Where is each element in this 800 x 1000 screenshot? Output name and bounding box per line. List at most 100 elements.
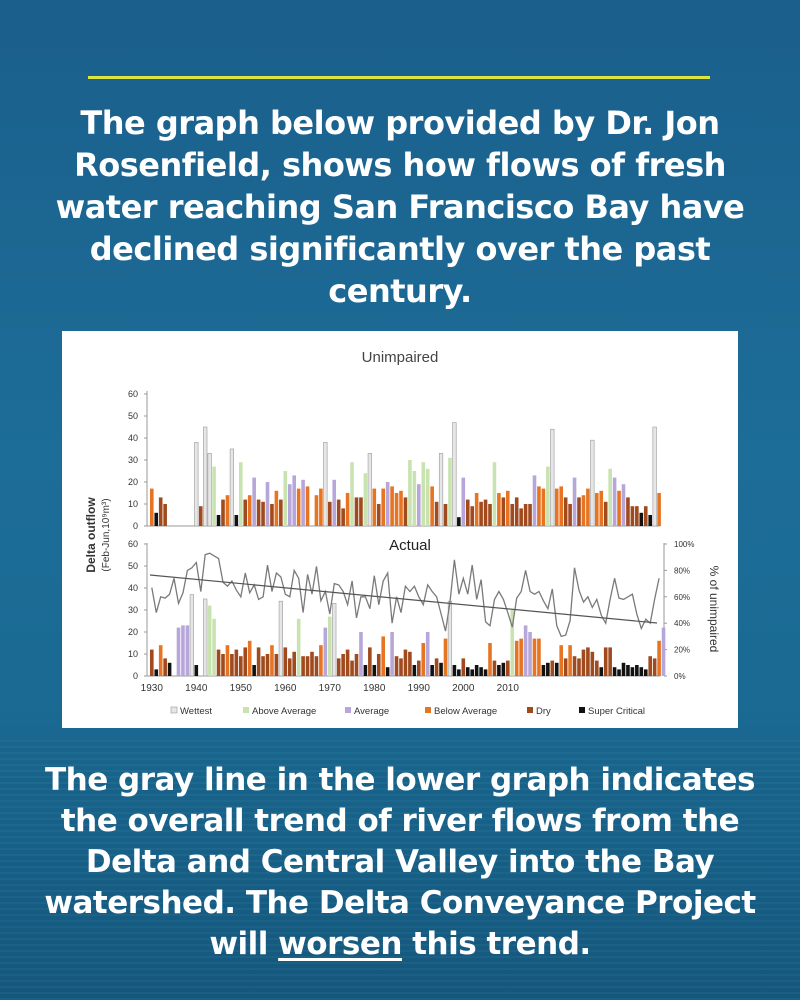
- unimpaired-bar-1974: [345, 493, 350, 526]
- actual-bar-2030: [595, 660, 599, 676]
- unimpaired-panel: Unimpaired 0 10 20 30 40 50 60: [128, 349, 661, 531]
- actual-bar-1970: [328, 616, 332, 676]
- unimpaired-bar-2022: [559, 486, 563, 526]
- secondary-tick-label: 80%: [674, 566, 690, 575]
- unimpaired-bar-1945: [216, 515, 221, 526]
- actual-bar-2040: [639, 667, 644, 676]
- actual-bar-1968: [319, 645, 323, 676]
- unimpaired-bar-2026: [577, 497, 581, 526]
- legend-swatch: [425, 707, 431, 713]
- unimpaired-bar-2001: [465, 499, 470, 526]
- actual-bar-2013: [519, 638, 523, 676]
- unimpaired-bar-1999: [457, 517, 461, 526]
- x-tick-label: 2000: [452, 683, 475, 694]
- secondary-tick-label: 40%: [674, 619, 690, 628]
- actual-bar-1995: [439, 662, 443, 676]
- actual-bar-1952: [247, 640, 252, 676]
- legend-label: Average: [354, 706, 389, 717]
- unimpaired-bar-1967: [314, 495, 319, 526]
- actual-bar-1996: [443, 638, 448, 676]
- unimpaired-bar-2003: [474, 493, 479, 526]
- actual-title: Actual: [389, 537, 431, 554]
- unimpaired-bar-2028: [586, 488, 590, 526]
- unimpaired-bar-1965: [305, 486, 310, 526]
- actual-bar-2006: [488, 643, 492, 676]
- unimpaired-bar-1944: [212, 466, 216, 526]
- unimpaired-bar-2031: [599, 490, 604, 526]
- unimpaired-bar-1986: [399, 490, 403, 526]
- unimpaired-bar-1943: [207, 453, 212, 527]
- actual-bar-1973: [341, 654, 345, 676]
- unimpaired-bar-2005: [483, 499, 488, 526]
- unimpaired-bar-2006: [488, 504, 492, 526]
- unimpaired-bar-1985: [394, 493, 399, 526]
- actual-bar-2002: [470, 669, 474, 676]
- actual-bar-2029: [590, 651, 595, 676]
- unimpaired-bar-2015: [528, 504, 532, 526]
- unimpaired-bar-1948: [229, 448, 235, 527]
- actual-bar-2044: [657, 640, 661, 676]
- actual-bar-1960: [283, 647, 288, 676]
- secondary-tick-label: 100%: [674, 540, 694, 549]
- actual-bar-2026: [577, 658, 581, 676]
- actual-bar-2034: [612, 667, 617, 676]
- legend-label: Dry: [536, 706, 551, 717]
- unimpaired-bar-1972: [336, 499, 341, 526]
- unimpaired-bar-1932: [158, 497, 163, 526]
- actual-bar-1958: [274, 654, 279, 676]
- actual-bar-2039: [635, 665, 639, 676]
- y-tick-label: 30: [128, 455, 138, 465]
- actual-bar-1938: [185, 625, 190, 676]
- actual-bar-1994: [434, 658, 439, 676]
- unimpaired-bar-2042: [648, 515, 652, 526]
- unimpaired-bar-2014: [523, 504, 528, 526]
- unimpaired-bar-1997: [448, 457, 452, 526]
- actual-bar-2028: [586, 647, 590, 676]
- actual-bar-2007: [492, 660, 497, 676]
- unimpaired-bar-1995: [438, 453, 444, 527]
- actual-bar-2020: [550, 660, 555, 676]
- unimpaired-bar-2019: [546, 466, 550, 526]
- unimpaired-bar-1950: [239, 462, 243, 526]
- y-axis-label: Delta outflow: [84, 497, 98, 573]
- unimpaired-bar-2007: [492, 462, 497, 526]
- actual-bar-1932: [158, 645, 163, 676]
- unimpaired-bar-2023: [563, 497, 568, 526]
- actual-bar-2035: [617, 669, 621, 676]
- trend-line: [149, 574, 658, 624]
- actual-bar-1986: [399, 658, 403, 676]
- x-tick-label: 1990: [408, 683, 431, 694]
- unimpaired-bar-1994: [434, 501, 439, 526]
- actual-bar-1933: [163, 658, 167, 676]
- actual-bar-1964: [301, 656, 305, 676]
- unimpaired-bar-1949: [234, 515, 239, 526]
- actual-bar-2015: [528, 632, 532, 676]
- footer-caption: The gray line in the lower graph indicat…: [20, 760, 780, 965]
- x-tick-label: 1950: [230, 683, 253, 694]
- unimpaired-bar-1973: [341, 508, 345, 526]
- unimpaired-bar-1984: [390, 486, 394, 526]
- unimpaired-bar-1978: [363, 473, 368, 526]
- unimpaired-bar-2036: [621, 484, 626, 526]
- unimpaired-bar-2025: [572, 477, 577, 526]
- actual-bar-1931: [154, 669, 159, 676]
- actual-bar-1945: [216, 649, 221, 676]
- unimpaired-bar-1955: [261, 501, 265, 526]
- legend-label: Wettest: [180, 706, 212, 717]
- unimpaired-bar-1987: [403, 497, 408, 526]
- legend-swatch: [579, 707, 585, 713]
- unimpaired-bar-2000: [461, 477, 466, 526]
- actual-bar-1965: [305, 656, 310, 676]
- actual-bar-2019: [546, 662, 550, 676]
- unimpaired-bar-2012: [514, 497, 519, 526]
- unimpaired-bar-1977: [359, 497, 363, 526]
- chart-card: Unimpaired 0 10 20 30 40 50 60 Actual 0 10 20 30 4…: [62, 331, 738, 728]
- actual-bar-1955: [261, 656, 265, 676]
- y-tick-label: 50: [128, 411, 138, 421]
- unimpaired-bar-2024: [568, 504, 572, 526]
- unimpaired-bar-1947: [225, 495, 230, 526]
- unimpaired-bar-1963: [296, 488, 301, 526]
- unimpaired-bar-2016: [532, 475, 537, 526]
- actual-bar-1981: [376, 654, 381, 676]
